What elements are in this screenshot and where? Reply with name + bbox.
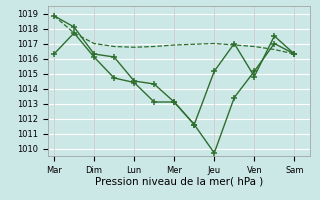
X-axis label: Pression niveau de la mer( hPa ): Pression niveau de la mer( hPa ) xyxy=(95,176,263,186)
